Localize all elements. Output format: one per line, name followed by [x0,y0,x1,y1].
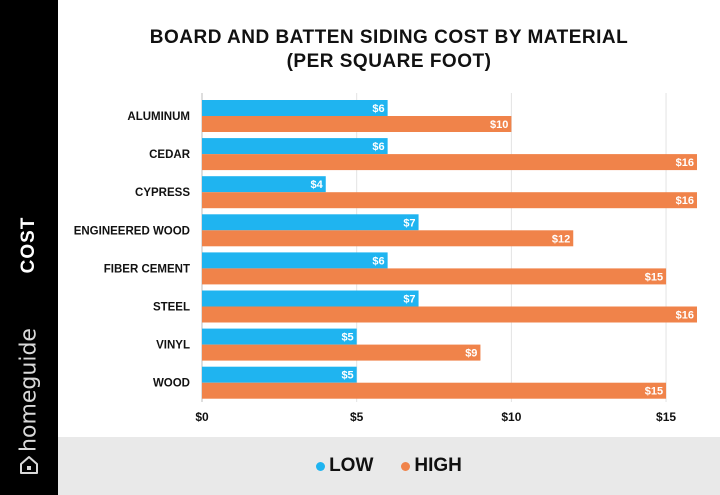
label-layer: $0 $5 $10 $15 ALUMINUM $6 $10 CEDAR $6 $16 CYPRESS… [74,103,694,424]
data-label-high: $10 [490,119,508,131]
legend-band: LOW HIGH [58,437,720,495]
data-label-low: $4 [311,179,324,191]
bar-high [202,154,697,171]
data-label-low: $5 [341,370,353,382]
data-label-low: $6 [372,141,384,153]
x-tick-label: $10 [501,410,521,424]
x-tick-label: $5 [350,410,364,424]
legend-item-high: HIGH [401,455,462,477]
bar-high [202,116,512,132]
data-label-low: $7 [403,294,415,306]
bar-low [202,290,419,307]
data-label-low: $7 [403,217,415,229]
chart-subtitle: (PER SQUARE FOOT) [286,51,492,72]
bar-low [202,366,357,383]
bar-low [202,328,357,345]
bar-high [202,344,481,361]
bar-low [202,100,388,116]
data-label-high: $16 [676,195,694,207]
legend-label-high: HIGH [414,455,462,476]
data-label-low: $5 [341,332,353,344]
data-label-low: $6 [372,255,384,267]
category-label: ENGINEERED WOOD [74,225,190,237]
data-label-high: $12 [552,233,570,245]
legend-swatch-low [316,461,326,471]
x-tick-label: $15 [656,410,676,424]
legend-swatch-high [401,461,411,471]
data-label-high: $16 [676,310,694,322]
category-label: CYPRESS [135,187,190,199]
legend: LOW HIGH [58,455,720,477]
bar-low [202,138,388,155]
bar-layer [202,100,697,399]
bar-low [202,176,326,193]
bar-high [202,382,667,399]
category-label: CEDAR [149,149,191,161]
data-label-high: $15 [645,386,663,398]
category-label: STEEL [153,302,190,314]
side-bar: COST homeguide [0,0,58,495]
bar-low [202,252,388,269]
category-label: VINYL [156,340,190,352]
category-label: ALUMINUM [127,111,190,123]
bar-high [202,230,574,247]
category-label: FIBER CEMENT [104,263,190,275]
legend-item-low: LOW [316,455,373,477]
data-label-high: $16 [676,157,694,169]
category-label: WOOD [153,378,190,390]
data-label-high: $15 [645,271,663,283]
bar-high [202,306,697,323]
bar-low [202,214,419,231]
x-tick-label: $0 [195,410,209,424]
data-label-low: $6 [372,103,384,115]
bar-chart: $0 $5 $10 $15 ALUMINUM $6 $10 CEDAR $6 $16 CYPRESS… [74,93,697,424]
bar-high [202,192,697,209]
data-label-high: $9 [465,348,477,360]
chart-title: BOARD AND BATTEN SIDING COST BY MATERIAL [149,27,629,48]
bar-high [202,268,667,285]
legend-label-low: LOW [329,455,374,476]
house-icon [20,456,38,474]
